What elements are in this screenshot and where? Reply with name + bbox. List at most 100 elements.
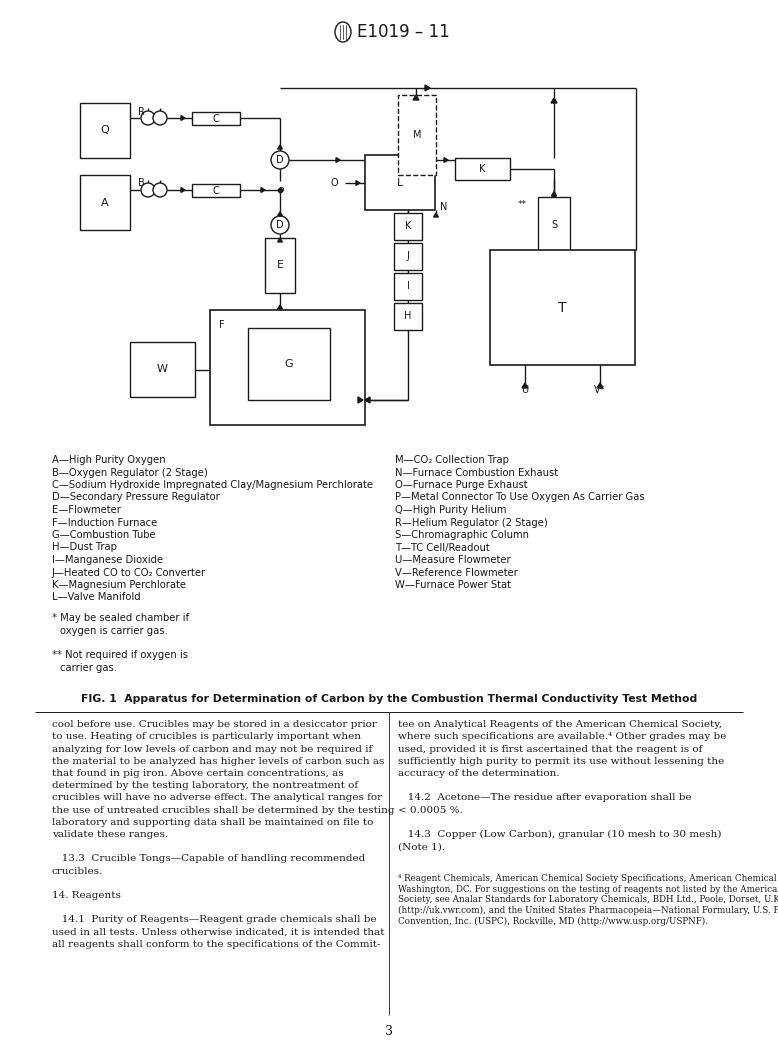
Bar	[248, 328, 330, 400]
Text: 14.3  Copper (Low Carbon), granular (10 mesh to 30 mesh): 14.3 Copper (Low Carbon), granular (10 m…	[398, 830, 721, 839]
Text: K: K	[405, 221, 412, 231]
Text: 14. Reagents: 14. Reagents	[52, 891, 121, 900]
Text: laboratory and supporting data shall be maintained on file to: laboratory and supporting data shall be …	[52, 818, 373, 827]
Text: analyzing for low levels of carbon and may not be required if: analyzing for low levels of carbon and m…	[52, 744, 372, 754]
Text: carrier gas.: carrier gas.	[60, 663, 117, 672]
Text: S—Chromagraphic Column: S—Chromagraphic Column	[395, 530, 529, 540]
Circle shape	[271, 215, 289, 234]
Polygon shape	[278, 305, 282, 309]
Text: F: F	[219, 320, 225, 330]
Bar	[192, 184, 240, 197]
Text: Society, see Analar Standards for Laboratory Chemicals, BDH Ltd., Poole, Dorset,: Society, see Analar Standards for Labora…	[398, 895, 778, 905]
Text: J—Heated CO to CO₂ Converter: J—Heated CO to CO₂ Converter	[52, 567, 206, 578]
Text: L: L	[397, 178, 403, 187]
Text: 14.1  Purity of Reagents—Reagent grade chemicals shall be: 14.1 Purity of Reagents—Reagent grade ch…	[52, 915, 377, 924]
Text: all reagents shall conform to the specifications of the Commit-: all reagents shall conform to the specif…	[52, 940, 380, 948]
Polygon shape	[425, 85, 430, 91]
Text: to use. Heating of crucibles is particularly important when: to use. Heating of crucibles is particul…	[52, 733, 361, 741]
Text: Washington, DC. For suggestions on the testing of reagents not listed by the Ame: Washington, DC. For suggestions on the t…	[398, 885, 778, 894]
Text: A—High Purity Oxygen: A—High Purity Oxygen	[52, 455, 166, 465]
Polygon shape	[552, 192, 556, 196]
Circle shape	[141, 111, 155, 125]
Text: V—Reference Flowmeter: V—Reference Flowmeter	[395, 567, 518, 578]
Text: crucibles.: crucibles.	[52, 867, 103, 875]
Text: A: A	[101, 198, 109, 207]
Text: B: B	[138, 178, 145, 188]
Text: 14.2  Acetone—The residue after evaporation shall be: 14.2 Acetone—The residue after evaporati…	[398, 793, 692, 803]
Text: B—Oxygen Regulator (2 Stage): B—Oxygen Regulator (2 Stage)	[52, 467, 208, 478]
Text: Q—High Purity Helium: Q—High Purity Helium	[395, 505, 506, 515]
Text: FIG. 1  Apparatus for Determination of Carbon by the Combustion Thermal Conducti: FIG. 1 Apparatus for Determination of Ca…	[81, 694, 697, 705]
Text: D: D	[276, 155, 284, 166]
Polygon shape	[365, 397, 370, 403]
Text: L—Valve Manifold: L—Valve Manifold	[52, 592, 141, 603]
Text: P—Metal Connector To Use Oxygen As Carrier Gas: P—Metal Connector To Use Oxygen As Carri…	[395, 492, 645, 503]
Bar	[394, 243, 422, 270]
Polygon shape	[413, 95, 419, 100]
Text: * May be sealed chamber if: * May be sealed chamber if	[52, 613, 189, 623]
Text: S: S	[551, 220, 557, 229]
Text: T: T	[559, 301, 566, 314]
Text: G: G	[285, 359, 293, 369]
Bar	[398, 95, 436, 175]
Text: U—Measure Flowmeter: U—Measure Flowmeter	[395, 555, 510, 565]
Polygon shape	[278, 238, 282, 242]
Bar	[394, 213, 422, 240]
Text: J: J	[407, 251, 409, 261]
Text: 13.3  Crucible Tongs—Capable of handling recommended: 13.3 Crucible Tongs—Capable of handling …	[52, 855, 365, 863]
Bar	[394, 273, 422, 300]
Polygon shape	[181, 187, 185, 193]
Bar	[210, 310, 365, 425]
Text: U: U	[521, 385, 528, 395]
Text: H: H	[405, 311, 412, 321]
Text: I: I	[407, 281, 409, 291]
Bar	[490, 250, 635, 365]
Text: D—Secondary Pressure Regulator: D—Secondary Pressure Regulator	[52, 492, 219, 503]
Text: R: R	[138, 107, 145, 117]
Bar	[538, 197, 570, 252]
Text: M: M	[413, 130, 421, 139]
Text: R—Helium Regulator (2 Stage): R—Helium Regulator (2 Stage)	[395, 517, 548, 528]
Text: tee on Analytical Reagents of the American Chemical Society,: tee on Analytical Reagents of the Americ…	[398, 720, 722, 730]
Text: used, provided it is first ascertained that the reagent is of: used, provided it is first ascertained t…	[398, 744, 703, 754]
Text: M—CO₂ Collection Trap: M—CO₂ Collection Trap	[395, 455, 509, 465]
Text: W: W	[157, 364, 168, 375]
Bar	[80, 175, 130, 230]
Text: O—Furnace Purge Exhaust: O—Furnace Purge Exhaust	[395, 480, 527, 490]
Text: Q: Q	[100, 126, 110, 135]
Circle shape	[153, 183, 167, 197]
Bar	[455, 158, 510, 180]
Text: 3: 3	[385, 1025, 393, 1038]
Text: C: C	[212, 113, 219, 124]
Text: where such specifications are available.⁴ Other grades may be: where such specifications are available.…	[398, 733, 727, 741]
Bar	[265, 238, 295, 293]
Text: H—Dust Trap: H—Dust Trap	[52, 542, 117, 553]
Circle shape	[153, 111, 167, 125]
Bar	[130, 342, 195, 397]
Text: the material to be analyzed has higher levels of carbon such as: the material to be analyzed has higher l…	[52, 757, 384, 766]
Text: T—TC Cell/Readout: T—TC Cell/Readout	[395, 542, 489, 553]
Text: C: C	[212, 185, 219, 196]
Polygon shape	[278, 145, 282, 149]
Text: < 0.0005 %.: < 0.0005 %.	[398, 806, 463, 815]
Circle shape	[141, 183, 155, 197]
Polygon shape	[444, 157, 448, 162]
Text: (Note 1).: (Note 1).	[398, 842, 445, 852]
Polygon shape	[522, 383, 528, 388]
Polygon shape	[261, 187, 265, 193]
Text: validate these ranges.: validate these ranges.	[52, 830, 168, 839]
Text: D: D	[276, 220, 284, 230]
Text: crucibles will have no adverse effect. The analytical ranges for: crucibles will have no adverse effect. T…	[52, 793, 382, 803]
Text: **: **	[517, 201, 527, 209]
Polygon shape	[181, 116, 185, 121]
Text: E1019 – 11: E1019 – 11	[357, 23, 450, 41]
Text: K: K	[479, 164, 485, 174]
Polygon shape	[356, 180, 360, 185]
Text: C—Sodium Hydroxide Impregnated Clay/Magnesium Perchlorate: C—Sodium Hydroxide Impregnated Clay/Magn…	[52, 480, 373, 490]
Bar	[394, 303, 422, 330]
Text: ** Not required if oxygen is: ** Not required if oxygen is	[52, 651, 188, 660]
Text: cool before use. Crucibles may be stored in a desiccator prior: cool before use. Crucibles may be stored…	[52, 720, 377, 730]
Text: I—Manganese Dioxide: I—Manganese Dioxide	[52, 555, 163, 565]
Polygon shape	[336, 157, 340, 162]
Text: (http://uk.vwr.com), and the United States Pharmacopeia—National Formulary, U.S.: (http://uk.vwr.com), and the United Stat…	[398, 906, 778, 915]
